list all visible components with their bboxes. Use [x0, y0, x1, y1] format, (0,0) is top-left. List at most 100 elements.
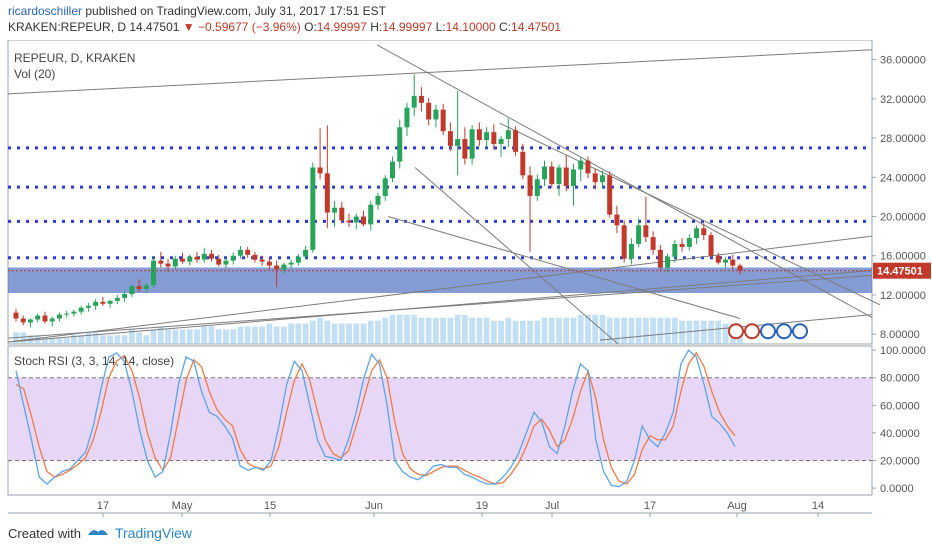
- candle-body[interactable]: [679, 243, 685, 247]
- candle-body[interactable]: [737, 265, 743, 271]
- candle-body[interactable]: [484, 132, 490, 141]
- candle-body[interactable]: [310, 167, 316, 250]
- candle-body[interactable]: [100, 301, 106, 304]
- candle-body[interactable]: [339, 207, 345, 221]
- candle-body[interactable]: [476, 129, 482, 141]
- candle-body[interactable]: [143, 285, 149, 290]
- candle-body[interactable]: [686, 238, 692, 247]
- candle-body[interactable]: [129, 286, 135, 294]
- candle-body[interactable]: [592, 173, 598, 183]
- candle-body[interactable]: [447, 131, 453, 146]
- author-link[interactable]: ricardoschiller: [8, 4, 83, 18]
- candle-body[interactable]: [672, 243, 678, 257]
- candle-body[interactable]: [730, 259, 736, 266]
- candle-body[interactable]: [382, 178, 388, 196]
- event-marker-icon[interactable]: [728, 323, 744, 340]
- candle-body[interactable]: [491, 132, 497, 144]
- candle-body[interactable]: [252, 254, 258, 260]
- candle-body[interactable]: [56, 314, 62, 319]
- candle-body[interactable]: [208, 253, 214, 259]
- candle-body[interactable]: [180, 258, 186, 262]
- candle-body[interactable]: [433, 109, 439, 120]
- candle-body[interactable]: [303, 249, 309, 257]
- candle-body[interactable]: [556, 167, 562, 185]
- trend-line[interactable]: [387, 216, 741, 319]
- candle-body[interactable]: [585, 160, 591, 174]
- candle-body[interactable]: [715, 255, 721, 263]
- candle-body[interactable]: [599, 175, 605, 183]
- candle-body[interactable]: [230, 255, 236, 261]
- candle-body[interactable]: [657, 249, 663, 268]
- candle-body[interactable]: [266, 261, 272, 266]
- candle-body[interactable]: [295, 256, 301, 263]
- candle-body[interactable]: [708, 235, 714, 256]
- candle-body[interactable]: [64, 313, 70, 315]
- candle-body[interactable]: [49, 318, 55, 322]
- candle-body[interactable]: [570, 169, 576, 187]
- candle-body[interactable]: [216, 258, 222, 265]
- trend-line[interactable]: [7, 274, 873, 339]
- candle-body[interactable]: [317, 167, 323, 174]
- candle-body[interactable]: [172, 258, 178, 267]
- event-marker-icon[interactable]: [760, 323, 776, 340]
- candle-body[interactable]: [542, 166, 548, 180]
- candle-body[interactable]: [187, 256, 193, 262]
- candle-body[interactable]: [346, 220, 352, 223]
- candle-body[interactable]: [288, 262, 294, 265]
- candle-body[interactable]: [643, 225, 649, 238]
- candle-body[interactable]: [513, 130, 519, 152]
- trend-line[interactable]: [7, 49, 873, 95]
- candle-body[interactable]: [13, 312, 19, 319]
- candle-body[interactable]: [614, 214, 620, 226]
- candle-body[interactable]: [375, 195, 381, 205]
- candle-body[interactable]: [158, 260, 164, 264]
- event-marker-icon[interactable]: [792, 323, 808, 340]
- candle-body[interactable]: [534, 179, 540, 196]
- candle-body[interactable]: [237, 249, 243, 256]
- trend-line[interactable]: [376, 44, 873, 318]
- candle-body[interactable]: [621, 225, 627, 259]
- candle-body[interactable]: [418, 95, 424, 103]
- candle-body[interactable]: [353, 216, 359, 223]
- candle-body[interactable]: [93, 301, 99, 306]
- candle-body[interactable]: [42, 315, 48, 322]
- candle-body[interactable]: [404, 107, 410, 128]
- candle-body[interactable]: [201, 253, 207, 260]
- candle-body[interactable]: [389, 161, 395, 179]
- candle-body[interactable]: [151, 260, 157, 286]
- candle-body[interactable]: [563, 167, 569, 187]
- candle-body[interactable]: [520, 151, 526, 176]
- candle-body[interactable]: [607, 175, 613, 215]
- candle-body[interactable]: [223, 260, 229, 265]
- candle-body[interactable]: [368, 204, 374, 225]
- candle-body[interactable]: [332, 207, 338, 213]
- candle-body[interactable]: [259, 259, 265, 262]
- candle-body[interactable]: [78, 307, 84, 312]
- candle-body[interactable]: [650, 237, 656, 250]
- candle-body[interactable]: [122, 293, 128, 298]
- candle-body[interactable]: [136, 286, 142, 290]
- candle-body[interactable]: [35, 315, 41, 320]
- candle-body[interactable]: [165, 263, 171, 267]
- candle-body[interactable]: [455, 139, 461, 146]
- candle-body[interactable]: [694, 228, 700, 239]
- chart-canvas[interactable]: 36.0000032.0000028.0000024.0000020.00000…: [0, 40, 932, 520]
- candle-body[interactable]: [701, 228, 707, 236]
- candle-body[interactable]: [636, 225, 642, 244]
- candle-body[interactable]: [274, 265, 280, 270]
- candle-body[interactable]: [723, 259, 729, 263]
- candle-body[interactable]: [71, 311, 77, 314]
- candle-body[interactable]: [628, 243, 634, 259]
- candle-body[interactable]: [527, 175, 533, 196]
- candle-body[interactable]: [665, 256, 671, 268]
- candle-body[interactable]: [469, 129, 475, 159]
- event-marker-icon[interactable]: [744, 323, 760, 340]
- candle-body[interactable]: [194, 256, 200, 260]
- candle-body[interactable]: [397, 127, 403, 162]
- event-marker-icon[interactable]: [776, 323, 792, 340]
- candle-body[interactable]: [498, 139, 504, 144]
- candle-body[interactable]: [361, 216, 367, 225]
- candle-body[interactable]: [114, 297, 120, 301]
- candle-body[interactable]: [27, 319, 33, 323]
- candle-body[interactable]: [85, 305, 91, 308]
